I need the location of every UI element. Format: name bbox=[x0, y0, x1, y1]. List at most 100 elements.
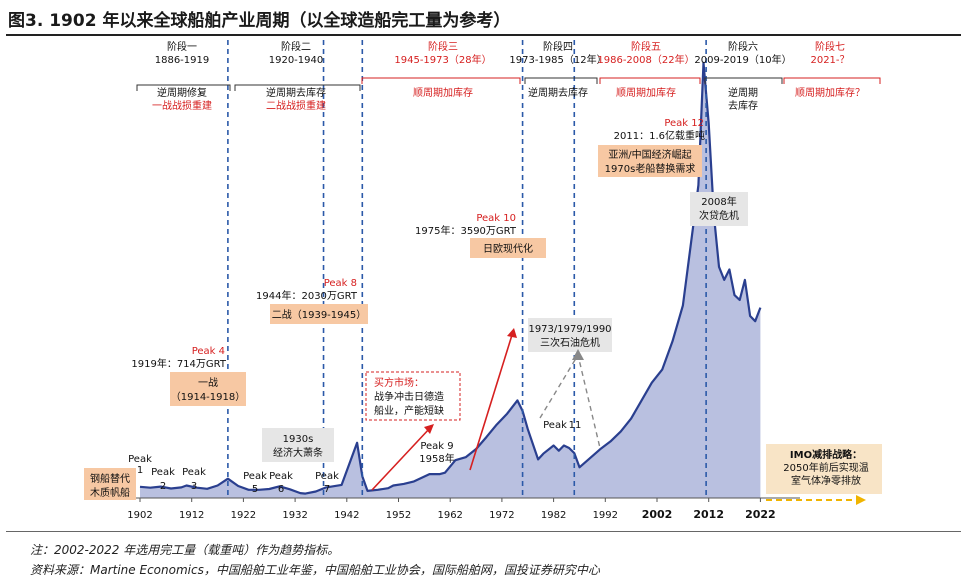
x-tick-label: 2002 bbox=[642, 508, 673, 521]
x-tick-label: 1932 bbox=[282, 510, 307, 521]
peak-label: 3 bbox=[191, 481, 197, 492]
buyer-arrow bbox=[371, 427, 431, 491]
peak-label: Peak bbox=[243, 471, 267, 482]
imo-text: 2050年前后实现温 bbox=[783, 461, 868, 474]
peak-10-value: 1975年：3590万GRT bbox=[415, 224, 517, 237]
phase-years: 2009-2019（10年） bbox=[694, 53, 791, 66]
peak-8-value: 1944年：2030万GRT bbox=[256, 289, 358, 302]
phase-name: 阶段三 bbox=[428, 40, 458, 53]
x-tick-label: 1922 bbox=[231, 510, 256, 521]
steel-text: 木质帆船 bbox=[90, 486, 130, 499]
x-tick-label: 1942 bbox=[334, 510, 359, 521]
phase-name: 阶段六 bbox=[728, 40, 758, 53]
phase-desc: 逆周期修复 bbox=[157, 86, 207, 99]
peak-4-value: 1919年：714万GRT bbox=[131, 357, 227, 370]
phase-bracket bbox=[361, 77, 521, 84]
peak-10-label: Peak 10 bbox=[476, 213, 516, 224]
phase-bracket bbox=[704, 77, 783, 84]
asia-box bbox=[598, 145, 702, 177]
phase-name: 阶段五 bbox=[631, 40, 661, 53]
phase-name: 阶段二 bbox=[281, 40, 311, 53]
steel-text: 钢船替代 bbox=[90, 472, 130, 485]
cycle-chart: 1902 1912 1922 1932 1942 1952 1962 1972 1982 1992… bbox=[84, 40, 882, 521]
x-axis: 1902 1912 1922 1932 1942 1952 1962 1972 1982 1992… bbox=[127, 497, 800, 521]
phase-years: 1945-1973（28年） bbox=[394, 53, 491, 66]
phase-desc: 二战战损重建 bbox=[266, 99, 326, 112]
phase-bracket bbox=[524, 77, 598, 84]
phase-desc: 去库存 bbox=[728, 99, 758, 112]
x-tick-label: 2012 bbox=[693, 508, 724, 521]
area-fill bbox=[140, 62, 761, 499]
buyer-box bbox=[365, 371, 461, 421]
phase-desc: 一战战损重建 bbox=[152, 99, 212, 112]
oil-text: 三次石油危机 bbox=[540, 336, 600, 349]
buyer-text: 船业，产能短缺 bbox=[374, 404, 444, 417]
phase-desc: 顺周期加库存 bbox=[413, 86, 473, 99]
imo-text: 室气体净零排放 bbox=[791, 474, 861, 487]
phase-desc: 逆周期去库存 bbox=[528, 86, 588, 99]
peak-12-label: Peak 12 bbox=[664, 118, 704, 129]
asia-text: 1970s老船替换需求 bbox=[605, 162, 696, 175]
peak-12-value: 2011：1.6亿载重吨 bbox=[614, 129, 705, 142]
peak-label: Peak bbox=[543, 420, 567, 431]
phase-name: 阶段四 bbox=[543, 40, 573, 53]
phase-bracket bbox=[136, 84, 231, 91]
peak-label: 5 bbox=[252, 484, 258, 495]
phase-bracket bbox=[234, 84, 361, 91]
x-tick-label: 1982 bbox=[541, 510, 566, 521]
x-tick-label: 1972 bbox=[489, 510, 514, 521]
peak-9-label: Peak 9 bbox=[420, 441, 453, 452]
phase-bracket bbox=[783, 77, 881, 84]
ww1-text: （1914-1918） bbox=[171, 391, 246, 403]
ww2-text: 二战（1939-1945） bbox=[272, 309, 367, 321]
phase-years: 1920-1940 bbox=[269, 55, 324, 66]
oil-text: 1973/1979/1990 bbox=[528, 324, 611, 335]
imo-box bbox=[766, 444, 882, 494]
peak-label: Peak bbox=[128, 454, 152, 465]
modern-box bbox=[470, 238, 546, 258]
phase-years: 2021-？ bbox=[810, 55, 849, 66]
oil-arrow-head bbox=[572, 349, 584, 360]
source-text: 资料来源：Martine Economics，中国船舶工业年鉴，中国船舶工业协会… bbox=[30, 563, 600, 577]
area-line bbox=[139, 61, 762, 495]
phase-desc: 逆周期 bbox=[728, 86, 758, 99]
peak-label: 6 bbox=[278, 484, 284, 495]
title-rule bbox=[6, 34, 961, 36]
peak-9-value: 1958年 bbox=[419, 452, 454, 465]
peak-4-label: Peak 4 bbox=[192, 346, 225, 357]
area-layer bbox=[139, 61, 762, 499]
footer-rule bbox=[6, 531, 961, 532]
phase-years: 1986-2008（22年） bbox=[597, 53, 694, 66]
crisis-text: 2008年 bbox=[701, 195, 736, 208]
x-tick-label: 1912 bbox=[179, 510, 204, 521]
peak-label: 11 bbox=[569, 420, 582, 431]
modern-text: 日欧现代化 bbox=[483, 242, 533, 255]
peak-label: Peak bbox=[269, 471, 293, 482]
phase-years: 1973-1985（12年） bbox=[509, 53, 606, 66]
buyer-text: 战争冲击日德造 bbox=[374, 390, 444, 403]
peak-label: Peak bbox=[315, 471, 339, 482]
imo-arrow-head bbox=[856, 495, 866, 505]
crisis-box bbox=[690, 192, 748, 226]
x-tick-label: 1962 bbox=[437, 510, 462, 521]
phase-name: 阶段七 bbox=[815, 40, 845, 53]
peak-label: Peak bbox=[182, 467, 206, 478]
depression-box bbox=[262, 428, 334, 462]
buyer-text: 买方市场： bbox=[374, 376, 424, 389]
crisis-text: 次贷危机 bbox=[699, 209, 739, 222]
x-tick-label: 1992 bbox=[593, 510, 618, 521]
x-tick-label: 1902 bbox=[127, 510, 152, 521]
x-tick-label: 1952 bbox=[386, 510, 411, 521]
imo-text: IMO减排战略： bbox=[790, 448, 862, 461]
depression-text: 1930s bbox=[283, 434, 314, 445]
ww1-box bbox=[170, 372, 246, 406]
steel-box bbox=[84, 468, 136, 500]
x-tick-label: 2022 bbox=[745, 508, 776, 521]
depression-text: 经济大萧条 bbox=[273, 446, 323, 459]
buyer-arrow-head bbox=[424, 424, 434, 434]
peak-label: 7 bbox=[324, 484, 330, 495]
oil-dashes bbox=[539, 353, 601, 449]
